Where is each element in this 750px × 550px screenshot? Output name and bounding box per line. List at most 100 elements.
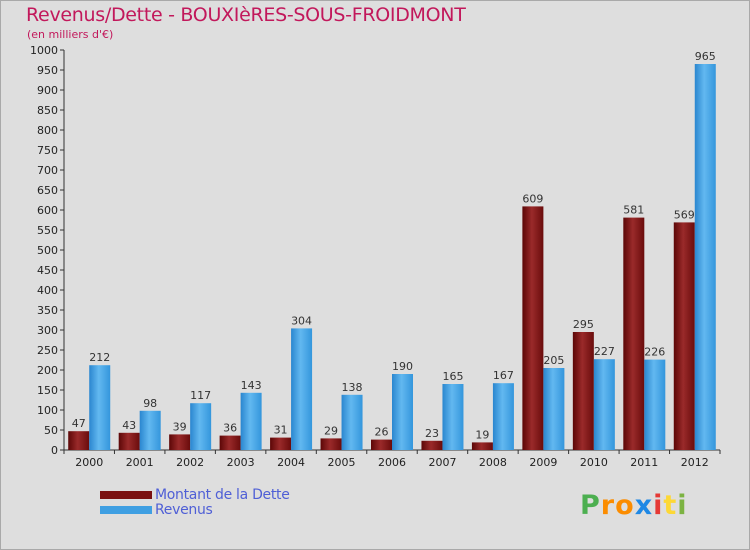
data-label-revenus: 165	[442, 370, 463, 383]
y-tick-label: 850	[37, 104, 58, 117]
bar-dette	[320, 438, 342, 450]
x-tick-label: 2002	[176, 456, 204, 469]
data-label-dette: 31	[274, 424, 288, 437]
bar-revenus	[89, 365, 111, 450]
y-tick-label: 0	[51, 444, 58, 457]
data-label-revenus: 167	[493, 369, 514, 382]
data-label-dette: 36	[223, 422, 237, 435]
data-label-dette: 569	[674, 208, 695, 221]
x-tick-label: 2004	[277, 456, 305, 469]
bar-revenus	[644, 359, 666, 450]
legend-label-revenus: Revenus	[155, 502, 213, 518]
data-labels: 47 43 39 36 31 29 26 23 19 609 295 581 569 212 98 117 14…	[72, 50, 716, 441]
bar-dette	[371, 439, 392, 450]
y-tick-label: 550	[37, 224, 58, 237]
bar-revenus	[291, 328, 313, 450]
legend-swatch-revenus	[100, 506, 152, 514]
y-tick-label: 1000	[30, 44, 58, 57]
legend-label-dette: Montant de la Dette	[155, 487, 290, 503]
x-tick-label: 2007	[428, 456, 456, 469]
y-tick-label: 800	[37, 124, 58, 137]
data-label-revenus: 212	[89, 351, 110, 364]
x-tick-label: 2006	[378, 456, 406, 469]
logo-letter: i	[653, 490, 664, 521]
chart-title: Revenus/Dette - BOUXIèRES-SOUS-FROIDMONT	[26, 4, 466, 26]
bar-revenus	[139, 410, 161, 450]
logo-letter: t	[663, 490, 678, 521]
chart-subtitle: (en milliers d'€)	[27, 28, 114, 41]
bar-revenus	[392, 374, 413, 450]
y-tick-label: 700	[37, 164, 58, 177]
x-tick-label: 2011	[630, 456, 658, 469]
bar-revenus	[543, 368, 565, 450]
bar-dette	[421, 440, 443, 450]
bar-revenus	[341, 394, 363, 450]
data-label-dette: 609	[522, 192, 543, 205]
data-label-revenus: 143	[241, 379, 262, 392]
data-label-dette: 47	[72, 417, 86, 430]
x-tick-label: 2001	[126, 456, 154, 469]
bar-dette	[572, 332, 594, 450]
data-label-dette: 39	[173, 420, 187, 433]
data-label-revenus: 98	[143, 397, 157, 410]
x-tick-label: 2008	[479, 456, 507, 469]
y-tick-label: 750	[37, 144, 58, 157]
x-tick-label: 2003	[227, 456, 255, 469]
x-tick-label: 2012	[681, 456, 709, 469]
data-label-revenus: 190	[392, 360, 413, 373]
data-label-dette: 295	[573, 318, 594, 331]
y-tick-label: 250	[37, 344, 58, 357]
x-tick-label: 2005	[328, 456, 356, 469]
bar-dette	[219, 435, 241, 450]
logo-letter: x	[634, 490, 654, 521]
y-tick-label: 100	[37, 404, 58, 417]
y-tick-label: 200	[37, 364, 58, 377]
bar-dette	[673, 222, 695, 450]
x-tick-label: 2009	[529, 456, 557, 469]
bar-dette	[270, 437, 292, 450]
x-tick-label: 2000	[75, 456, 103, 469]
logo-letter: o	[615, 490, 635, 521]
y-tick-label: 400	[37, 284, 58, 297]
proxiti-logo: Proxiti	[580, 490, 688, 521]
y-axis: 0 50 100 150 200 250 300 350 400 450 500 550 600 650 7…	[30, 44, 65, 457]
logo-letter: P	[580, 490, 601, 521]
bar-revenus	[240, 392, 262, 450]
data-label-dette: 26	[375, 426, 389, 439]
data-label-revenus: 226	[644, 346, 665, 359]
data-label-dette: 19	[475, 428, 489, 441]
bar-revenus	[593, 359, 615, 450]
y-tick-label: 350	[37, 304, 58, 317]
bars	[68, 64, 716, 450]
y-tick-label: 500	[37, 244, 58, 257]
data-label-dette: 29	[324, 424, 338, 437]
bar-revenus	[492, 383, 514, 450]
bar-revenus	[190, 403, 212, 450]
bar-dette	[522, 206, 544, 450]
bar-dette	[118, 432, 140, 450]
data-label-revenus: 304	[291, 314, 312, 327]
data-label-revenus: 117	[190, 389, 211, 402]
data-label-revenus: 227	[594, 345, 615, 358]
data-label-dette: 43	[122, 419, 136, 432]
x-tick-label: 2010	[580, 456, 608, 469]
data-label-dette: 581	[623, 204, 644, 217]
bar-revenus	[694, 64, 716, 450]
data-label-revenus: 205	[543, 354, 564, 367]
bar-dette	[623, 217, 645, 450]
bar-dette	[471, 442, 493, 450]
data-label-dette: 23	[425, 427, 439, 440]
x-axis: 2000 2001 2002 2003 2004 2005 2006 2007 2008 2009…	[63, 449, 721, 469]
bar-dette	[68, 431, 90, 450]
y-tick-label: 300	[37, 324, 58, 337]
logo-letter: i	[677, 490, 688, 521]
y-tick-label: 50	[44, 424, 58, 437]
data-label-revenus: 965	[695, 50, 716, 63]
bar-revenus	[442, 384, 464, 450]
y-tick-label: 650	[37, 184, 58, 197]
legend-swatch-dette	[100, 491, 152, 499]
y-tick-label: 900	[37, 84, 58, 97]
y-tick-label: 600	[37, 204, 58, 217]
y-tick-label: 150	[37, 384, 58, 397]
